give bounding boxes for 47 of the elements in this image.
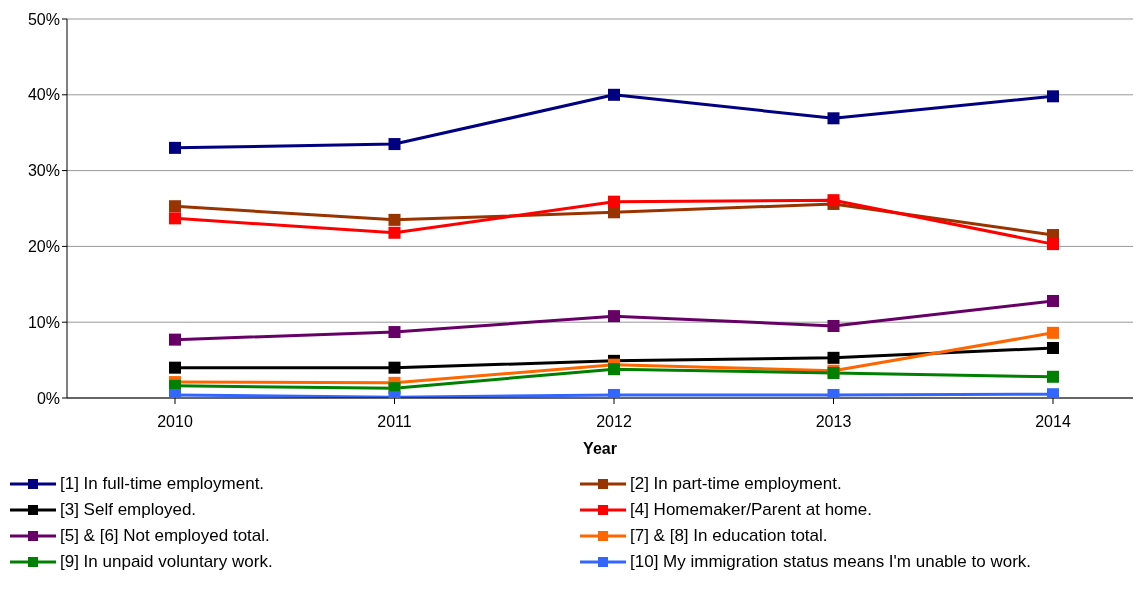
point [169,212,181,225]
point [1047,341,1059,354]
point [169,388,181,398]
point [1047,90,1059,103]
point [169,361,181,374]
point [1047,326,1059,339]
point [827,388,840,398]
point [827,112,840,125]
point [608,310,620,323]
legend-label: [2] In part-time employment. [630,474,842,494]
legend-label: [7] & [8] In education total. [630,526,828,546]
x-tick-label: 2013 [815,413,852,431]
legend-label: [4] Homemaker/Parent at home. [630,500,872,520]
x-tick-label: 2014 [1035,413,1071,431]
point [1047,370,1059,383]
point [388,226,401,239]
x-axis-title: Year [583,440,617,457]
point [827,351,840,364]
x-tick-label: 2010 [157,413,193,431]
y-tick-label: 10% [27,313,60,331]
point [608,388,620,398]
point [608,363,620,376]
point [388,361,401,374]
legend-label: [5] & [6] Not employed total. [60,526,270,546]
point [169,200,181,213]
y-tick-label: 30% [27,162,60,180]
point [169,141,181,154]
point [827,319,840,332]
point [388,213,401,226]
legend-label: [10] My immigration status means I'm unable to work. [630,552,1032,572]
point [169,333,181,346]
point [388,326,401,339]
x-tick-label: 2011 [377,413,412,431]
y-tick-label: 0% [36,389,60,407]
legend-label: [3] Self employed. [60,500,197,520]
point [608,195,620,208]
point [1047,238,1059,251]
legend-label: [1] In full-time employment. [60,474,265,494]
point [608,88,620,101]
point [1047,388,1059,398]
y-tick-label: 20% [27,238,60,256]
point [388,138,401,151]
x-tick-label: 2012 [596,413,632,431]
y-tick-label: 50% [27,10,60,28]
y-tick-label: 40% [27,86,60,104]
legend-label: [9] In unpaid voluntary work. [60,552,273,572]
point [1047,294,1059,307]
